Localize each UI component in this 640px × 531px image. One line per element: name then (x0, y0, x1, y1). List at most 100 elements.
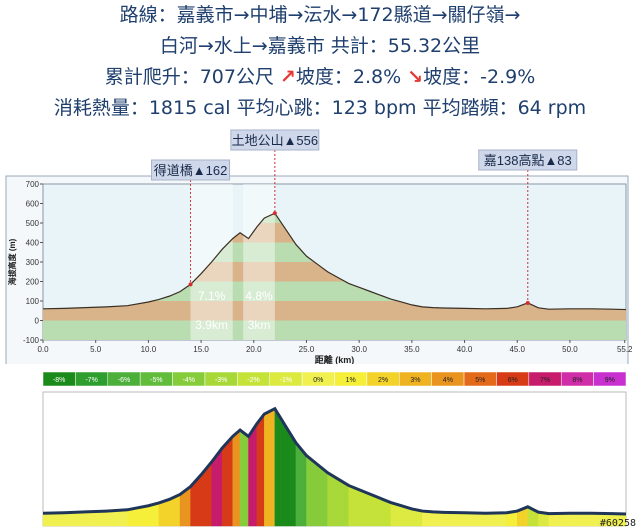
gradient-slice (254, 422, 258, 527)
gradient-slice (195, 477, 199, 527)
x-tick-label: 45.0 (509, 345, 525, 354)
gradient-slice (262, 413, 265, 527)
gradient-slice (308, 457, 312, 527)
gradient-slice (414, 509, 418, 527)
gradient-slice (422, 510, 426, 527)
x-tick-label: 5.0 (90, 345, 102, 354)
gradient-slice (258, 418, 261, 527)
gradient-slice (236, 431, 239, 527)
downhill-grade-text: 坡度：-2.9% (423, 66, 536, 88)
gradient-slice (106, 510, 112, 527)
gradient-slice (219, 447, 223, 527)
annotation-point (525, 300, 530, 305)
gradient-slice (287, 429, 291, 527)
y-tick-label: 100 (26, 297, 40, 306)
gradient-slice (150, 504, 154, 527)
x-tick-label: 20.0 (246, 345, 262, 354)
segment-grade-label: 4.8% (245, 289, 273, 303)
gradient-slice (329, 473, 334, 527)
gradient-slice (256, 420, 259, 527)
segment-grade-label: 7.1% (198, 289, 226, 303)
legend-label: 8% (572, 377, 582, 384)
legend-label: 3% (410, 377, 420, 384)
gradient-slice (282, 420, 286, 527)
gradient-slice (590, 512, 597, 527)
legend-label: 5% (475, 377, 485, 384)
gradient-slice (398, 504, 402, 527)
gradient-slice (490, 512, 497, 527)
gradient-slice (169, 497, 173, 527)
gradient-slice (227, 438, 231, 527)
gradient-slice (351, 486, 355, 527)
gradient-slice (580, 513, 586, 527)
legend-label: -8% (53, 377, 65, 384)
gradient-slice (348, 485, 352, 527)
gradient-slice (459, 512, 465, 527)
watermark-id: #60258 (599, 518, 636, 529)
gradient-slice (345, 483, 349, 527)
gradient-slice (514, 510, 518, 527)
gradient-slice (187, 486, 191, 527)
x-tick-label: 55.2 (617, 345, 633, 354)
gradient-slice (443, 512, 449, 527)
gradient-slice (238, 429, 241, 527)
gradient-slice (430, 511, 434, 527)
gradient-slice (95, 511, 102, 527)
gradient-slice (424, 511, 428, 527)
gradient-slice (543, 512, 547, 527)
x-tick-label: 30.0 (351, 345, 367, 354)
gradient-slice (166, 499, 170, 527)
gradient-slice (569, 513, 576, 527)
x-tick-label: 15.0 (193, 345, 209, 354)
gradient-slice (198, 474, 202, 527)
gradient-slice (343, 481, 347, 527)
legend-label: 7% (540, 377, 550, 384)
gradient-slice (171, 496, 175, 527)
gradient-slice (290, 433, 294, 527)
gradient-slice (132, 507, 139, 527)
gradient-slice (311, 459, 315, 527)
gradient-slice (116, 509, 123, 527)
gradient-slice (524, 506, 528, 527)
gradient-slice (553, 513, 560, 527)
gradient-slice (241, 431, 245, 527)
gradient-slice (221, 444, 225, 527)
gradient-slice (474, 512, 481, 527)
gradient-slice (364, 491, 368, 527)
gradient-slice (427, 511, 431, 527)
legend-label: 0% (313, 377, 323, 384)
x-tick-label: 25.0 (299, 345, 315, 354)
downhill-arrow-icon: ↘ (407, 66, 424, 88)
gradient-slice (395, 503, 399, 527)
gradient-slice (161, 500, 165, 527)
gradient-slice (435, 511, 439, 527)
x-tick-label: 40.0 (457, 345, 473, 354)
gradient-slice (372, 494, 376, 527)
gradient-slice (509, 511, 513, 527)
gradient-slice (387, 501, 391, 527)
legend-label: -4% (183, 377, 195, 384)
gradient-slice (548, 513, 555, 527)
gradient-slice (79, 511, 86, 527)
legend-label: -5% (150, 377, 162, 384)
gradient-slice (303, 451, 307, 527)
gradient-slice (453, 512, 460, 527)
gradient-slice (192, 480, 197, 527)
gradient-slice (358, 489, 362, 527)
gradient-slice (200, 471, 204, 527)
gradient-slice (142, 505, 149, 527)
gradient-slice (300, 448, 305, 527)
gradient-slice (393, 503, 397, 527)
annotation-point (272, 211, 277, 216)
gradient-slice (448, 512, 455, 527)
gradient-slice (411, 508, 415, 527)
gradient-slice (260, 415, 263, 527)
gradient-slice (324, 470, 328, 527)
gradient-slice (501, 512, 507, 527)
gradient-slice (585, 513, 592, 527)
gradient-slice (374, 495, 378, 527)
gradient-slice (356, 488, 360, 527)
gradient-slice (527, 506, 531, 527)
total-climb-text: 累計爬升：707公尺 (104, 66, 280, 88)
annotation-box (478, 149, 578, 171)
